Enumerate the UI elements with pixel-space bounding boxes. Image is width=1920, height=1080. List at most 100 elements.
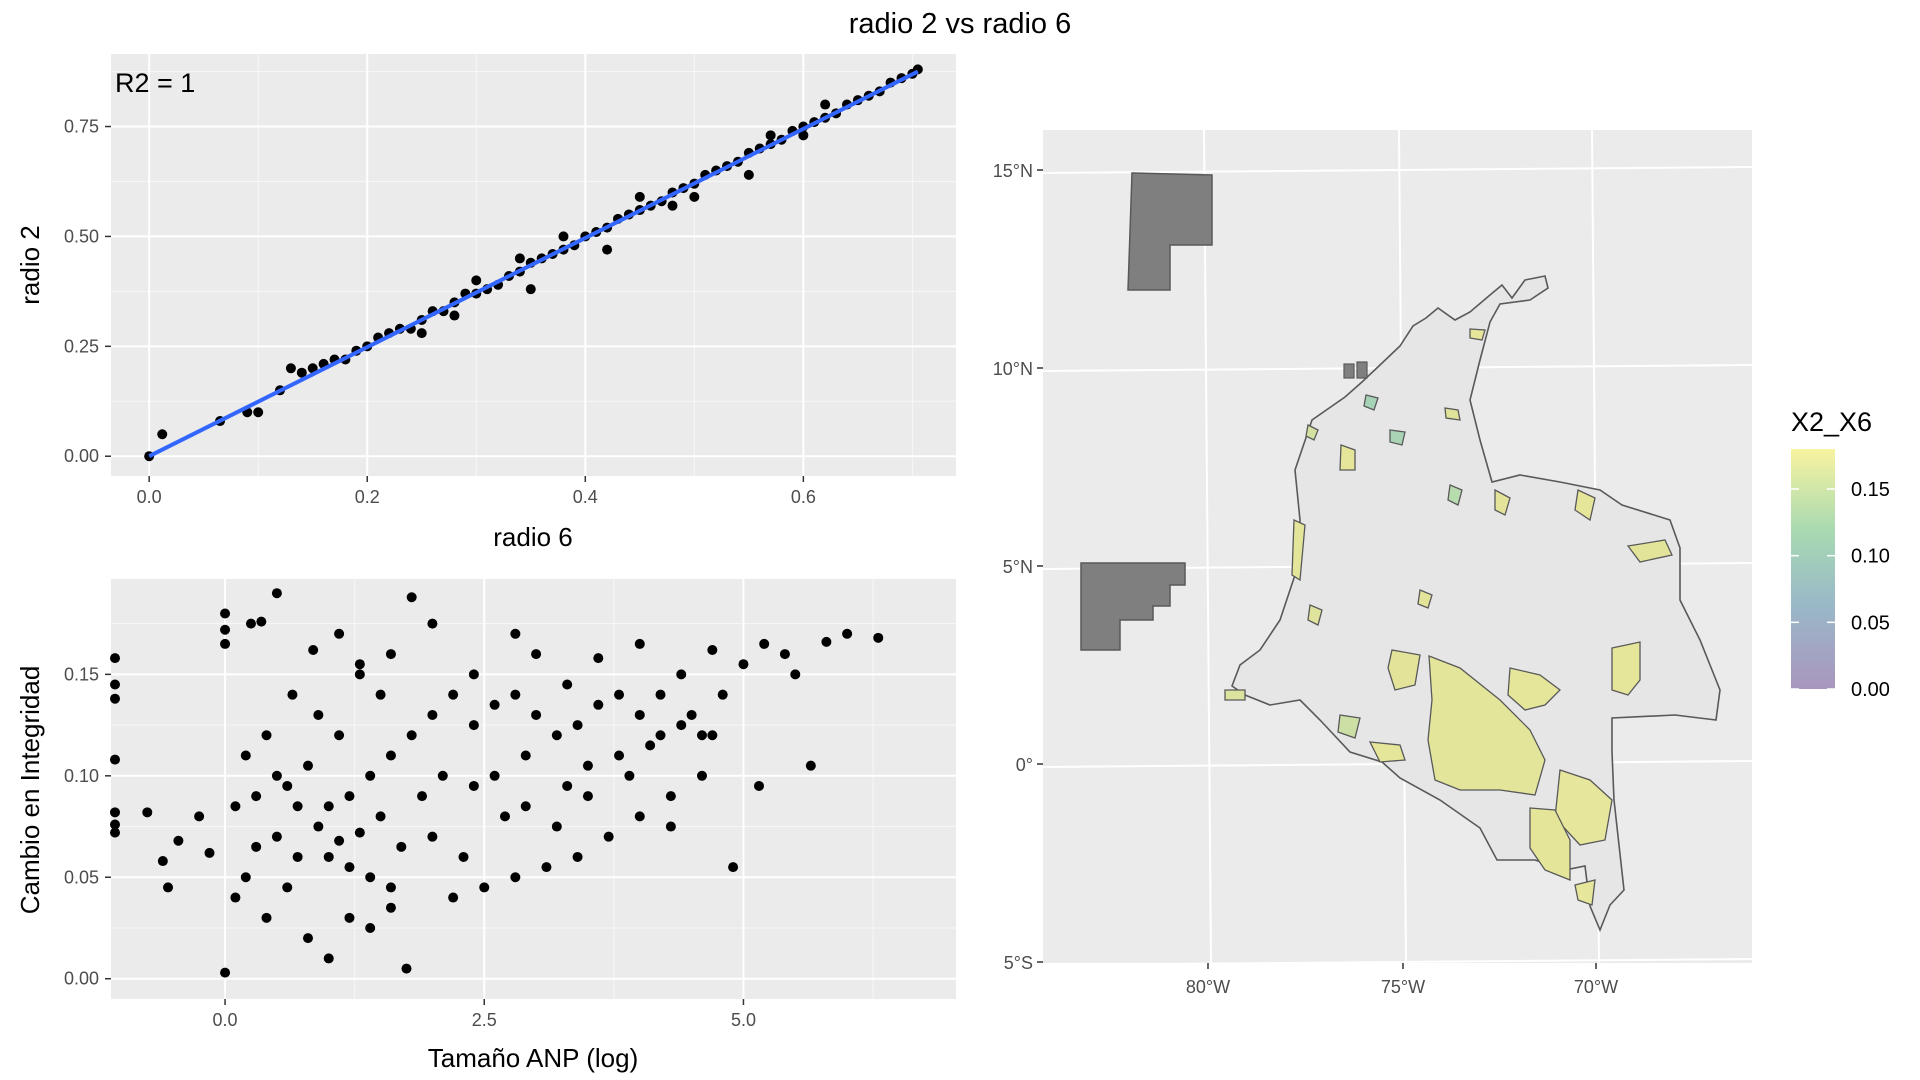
data-point bbox=[385, 750, 396, 761]
data-point bbox=[667, 200, 678, 211]
data-point bbox=[344, 791, 355, 802]
data-point bbox=[354, 669, 365, 680]
data-point bbox=[110, 827, 120, 838]
protected-area bbox=[1224, 689, 1246, 701]
lat-tick-label: 10°N bbox=[993, 359, 1033, 379]
data-point bbox=[110, 653, 120, 664]
data-point bbox=[572, 720, 583, 731]
data-point bbox=[204, 847, 215, 858]
protected-area bbox=[1469, 328, 1486, 341]
data-point bbox=[251, 791, 262, 802]
data-point bbox=[499, 811, 510, 822]
data-point bbox=[271, 831, 282, 842]
data-point bbox=[634, 191, 645, 202]
lon-tick-label: 80°W bbox=[1186, 977, 1230, 997]
data-point bbox=[624, 770, 635, 781]
data-point bbox=[110, 679, 120, 690]
parallel-line bbox=[1042, 958, 1753, 966]
data-point bbox=[313, 709, 324, 720]
data-point bbox=[738, 659, 749, 670]
data-point bbox=[551, 821, 562, 832]
data-point bbox=[489, 699, 500, 710]
data-point bbox=[417, 791, 428, 802]
map-lat-ticks: 15°N 10°N 5°N 0° 5°S bbox=[993, 161, 1043, 973]
data-point bbox=[717, 689, 728, 700]
data-point bbox=[313, 821, 324, 832]
y-tick-label: 0.00 bbox=[64, 446, 99, 466]
data-point bbox=[344, 862, 355, 873]
data-point bbox=[696, 730, 707, 741]
data-point bbox=[603, 831, 614, 842]
data-point bbox=[614, 750, 625, 761]
data-point bbox=[110, 693, 120, 704]
data-point bbox=[448, 892, 459, 903]
data-point bbox=[765, 130, 776, 141]
data-point bbox=[541, 862, 552, 873]
data-point bbox=[282, 780, 293, 791]
data-point bbox=[531, 649, 542, 660]
y-tick-label: 0.10 bbox=[64, 766, 99, 786]
data-point bbox=[110, 807, 120, 818]
data-point bbox=[489, 770, 500, 781]
data-point bbox=[821, 636, 832, 647]
protected-area bbox=[1427, 655, 1546, 796]
lat-tick-label: 5°N bbox=[1003, 557, 1033, 577]
data-point bbox=[468, 669, 479, 680]
data-point bbox=[562, 780, 573, 791]
data-point bbox=[323, 953, 334, 964]
offshore-area-north bbox=[1127, 172, 1213, 291]
data-point bbox=[602, 244, 613, 255]
data-point bbox=[593, 653, 604, 664]
data-point bbox=[375, 811, 386, 822]
data-point bbox=[696, 770, 707, 781]
data-point bbox=[562, 679, 573, 690]
integrity-scatter-x-label: Tamaño ANP (log) bbox=[428, 1043, 639, 1073]
map-legend: X2_X6 0.15 0.10 0.05 0.00 bbox=[1791, 407, 1890, 701]
data-point bbox=[427, 618, 438, 629]
data-point bbox=[365, 770, 376, 781]
colombia-mainland bbox=[1231, 275, 1721, 933]
data-point bbox=[427, 831, 438, 842]
data-point bbox=[253, 407, 264, 418]
data-point bbox=[634, 638, 645, 649]
data-point bbox=[142, 807, 153, 818]
radio-scatter-x-ticks: 0.0 0.2 0.4 0.6 bbox=[137, 476, 816, 507]
protected-areas bbox=[1224, 328, 1673, 906]
data-point bbox=[240, 872, 251, 883]
data-point bbox=[292, 851, 303, 862]
legend-tick-label: 0.00 bbox=[1851, 679, 1890, 701]
integrity-scatter-y-ticks: 0.00 0.05 0.10 0.15 bbox=[64, 664, 111, 989]
x-tick-label: 5.0 bbox=[731, 1010, 756, 1030]
data-point bbox=[110, 819, 120, 830]
protected-area bbox=[1389, 429, 1406, 446]
offshore-islet bbox=[1343, 363, 1355, 379]
data-point bbox=[520, 801, 531, 812]
legend-title: X2_X6 bbox=[1791, 407, 1872, 437]
data-point bbox=[520, 750, 531, 761]
data-point bbox=[820, 99, 831, 110]
colombia-map-panel: 80°W 75°W 70°W 15°N 10°N 5°N 0° 5°S X2_X6 0.15… bbox=[993, 129, 1890, 997]
data-point bbox=[157, 429, 168, 440]
data-point bbox=[510, 872, 521, 883]
data-point bbox=[302, 760, 313, 771]
meridian-line bbox=[1203, 129, 1212, 964]
legend-ticks: 0.15 0.10 0.05 0.00 bbox=[1791, 479, 1890, 701]
data-point bbox=[582, 760, 593, 771]
data-point bbox=[307, 363, 318, 374]
legend-tick-label: 0.05 bbox=[1851, 612, 1890, 634]
y-tick-label: 0.15 bbox=[64, 664, 99, 684]
data-point bbox=[427, 709, 438, 720]
data-point bbox=[655, 689, 666, 700]
protected-area bbox=[1574, 879, 1596, 906]
data-point bbox=[728, 862, 739, 873]
data-point bbox=[271, 588, 282, 599]
legend-tick-label: 0.15 bbox=[1851, 479, 1890, 501]
radio-scatter-x-label: radio 6 bbox=[493, 522, 573, 552]
data-point bbox=[287, 689, 298, 700]
data-point bbox=[558, 231, 569, 242]
legend-tick-label: 0.10 bbox=[1851, 546, 1890, 568]
data-point bbox=[230, 892, 241, 903]
integrity-scatter-points bbox=[110, 588, 884, 978]
data-point bbox=[779, 649, 790, 660]
